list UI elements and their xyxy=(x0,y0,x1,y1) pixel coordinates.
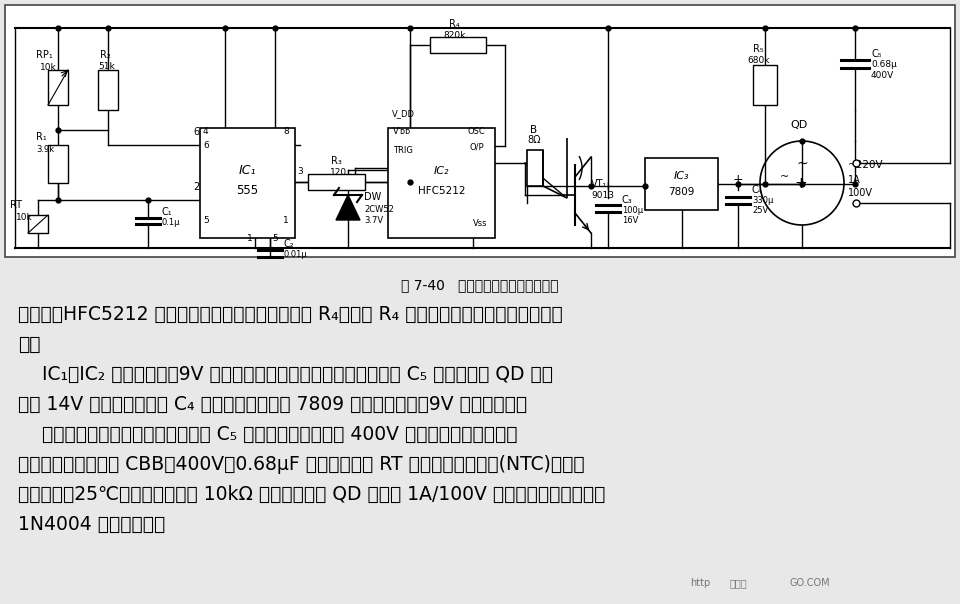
Bar xyxy=(429,37,486,53)
Text: IC₁: IC₁ xyxy=(239,164,256,178)
Text: 5: 5 xyxy=(203,216,208,225)
Bar xyxy=(388,128,495,238)
Text: DW: DW xyxy=(364,192,381,202)
Bar xyxy=(645,158,718,210)
Text: ~: ~ xyxy=(780,172,789,182)
Text: C₃: C₃ xyxy=(622,195,633,205)
Text: VT₁: VT₁ xyxy=(591,179,608,189)
Text: 拼化园: 拼化园 xyxy=(730,578,748,588)
Text: 8Ω: 8Ω xyxy=(527,135,540,145)
Text: QD: QD xyxy=(790,120,807,130)
Bar xyxy=(28,215,48,233)
Text: GO.COM: GO.COM xyxy=(790,578,830,588)
Bar xyxy=(753,65,777,105)
Text: 0.68μ: 0.68μ xyxy=(871,60,897,69)
Text: TRIG: TRIG xyxy=(393,146,413,155)
Text: IC₁、IC₂ 的供电电压＋9V 由降压、整流电路提供。由降压电容器 C₅ 全桥整流器 QD 整流: IC₁、IC₂ 的供电电压＋9V 由降压、整流电路提供。由降压电容器 C₅ 全桥… xyxy=(18,365,553,384)
Bar xyxy=(48,70,68,105)
Text: 100μ: 100μ xyxy=(622,206,643,215)
Text: 7809: 7809 xyxy=(668,187,695,197)
Text: C₄: C₄ xyxy=(752,185,762,195)
Bar xyxy=(5,5,955,257)
Text: ~: ~ xyxy=(797,157,808,171)
Text: 2CW52: 2CW52 xyxy=(364,205,394,214)
Text: 器或聚苯电容器，如 CBB－400V－0.68μF 等；热敏电阻 RT 应选用负温度系数(NTC)热敏电: 器或聚苯电容器，如 CBB－400V－0.68μF 等；热敏电阻 RT 应选用负… xyxy=(18,455,585,474)
Text: R₅: R₅ xyxy=(753,44,763,54)
Text: Vss: Vss xyxy=(473,219,488,228)
Text: HFC5212: HFC5212 xyxy=(418,186,466,196)
Text: 0.1μ: 0.1μ xyxy=(162,218,180,227)
Text: R₃: R₃ xyxy=(331,156,343,166)
Text: 其供电。HFC5212 外围电路极其简单，外接电阻器 R₄，调节 R₄ 的大小，可改变其发音音调和节: 其供电。HFC5212 外围电路极其简单，外接电阻器 R₄，调节 R₄ 的大小，… xyxy=(18,305,563,324)
Text: 555: 555 xyxy=(236,184,258,198)
Text: 3.9k: 3.9k xyxy=(36,145,54,154)
Text: ~220V: ~220V xyxy=(848,160,883,170)
Text: 400V: 400V xyxy=(871,71,895,80)
Text: 6: 6 xyxy=(193,127,199,137)
Text: IC₃: IC₃ xyxy=(674,171,689,181)
Text: C₅: C₅ xyxy=(871,49,881,59)
Text: 图 7-40   温升上限检测语言报叫电路: 图 7-40 温升上限检测语言报叫电路 xyxy=(401,278,559,292)
Text: 1A: 1A xyxy=(848,175,861,185)
Text: V_DD: V_DD xyxy=(392,109,415,118)
Text: 8: 8 xyxy=(283,127,289,136)
Text: IC₂: IC₂ xyxy=(434,166,449,176)
Bar xyxy=(200,128,295,238)
Text: RP₁: RP₁ xyxy=(36,50,53,60)
Text: 25V: 25V xyxy=(752,206,768,215)
Text: 4: 4 xyxy=(203,127,208,136)
Text: 120: 120 xyxy=(329,168,347,177)
Text: 5: 5 xyxy=(272,234,277,243)
Text: C₂: C₂ xyxy=(284,239,295,249)
Text: 3.7V: 3.7V xyxy=(364,216,383,225)
Text: 820k: 820k xyxy=(444,31,466,40)
Text: +: + xyxy=(733,173,744,186)
Text: 出约 14V 的直流电压，经 C₄ 滤波和三端稳压器 7809 稳压后，输出＋9V 的稳定电压。: 出约 14V 的直流电压，经 C₄ 滤波和三端稳压器 7809 稳压后，输出＋9… xyxy=(18,395,527,414)
Text: 奏。: 奏。 xyxy=(18,335,40,354)
Text: R₂: R₂ xyxy=(100,50,110,60)
Text: +: + xyxy=(603,180,613,193)
Bar xyxy=(308,174,365,190)
Text: 100V: 100V xyxy=(848,188,873,198)
Text: http: http xyxy=(690,578,710,588)
Text: 16V: 16V xyxy=(622,216,638,225)
Text: 10k: 10k xyxy=(40,63,57,72)
Text: 680k: 680k xyxy=(747,56,770,65)
Polygon shape xyxy=(336,195,360,220)
Text: C₁: C₁ xyxy=(162,207,173,217)
Text: 330μ: 330μ xyxy=(752,196,774,205)
Text: +: + xyxy=(794,176,806,191)
Text: O/P: O/P xyxy=(470,143,485,152)
Text: V'ᴅᴅ: V'ᴅᴅ xyxy=(393,127,411,136)
Text: R₄: R₄ xyxy=(449,19,460,29)
Text: OSC: OSC xyxy=(467,127,485,136)
Text: B: B xyxy=(530,125,538,135)
Text: 51k: 51k xyxy=(98,62,115,71)
Text: 10k: 10k xyxy=(16,213,33,222)
Bar xyxy=(527,150,543,186)
Text: 阻，常温（25℃）下的标称值为 10kΩ 左右；整流器 QD 可选用 1A/100V 全桥模块，或选用四支: 阻，常温（25℃）下的标称值为 10kΩ 左右；整流器 QD 可选用 1A/10… xyxy=(18,485,606,504)
Text: R₁: R₁ xyxy=(36,132,47,142)
Bar xyxy=(98,70,118,110)
Text: 在元器件选用上，注意降压电容器 C₅ 的耐压，应选用耐压 400V 以上的金属化纸介电容: 在元器件选用上，注意降压电容器 C₅ 的耐压，应选用耐压 400V 以上的金属化… xyxy=(18,425,517,444)
Text: 3: 3 xyxy=(297,167,302,176)
Text: 1: 1 xyxy=(283,216,289,225)
Text: 9013: 9013 xyxy=(591,191,614,200)
Text: 0.01μ: 0.01μ xyxy=(284,250,308,259)
Text: 2: 2 xyxy=(193,182,200,192)
Text: 6: 6 xyxy=(203,141,208,150)
Text: 1: 1 xyxy=(247,234,252,243)
Bar xyxy=(48,145,68,183)
Text: 1N4004 组装成全桥。: 1N4004 组装成全桥。 xyxy=(18,515,165,534)
Text: RT: RT xyxy=(10,200,22,210)
